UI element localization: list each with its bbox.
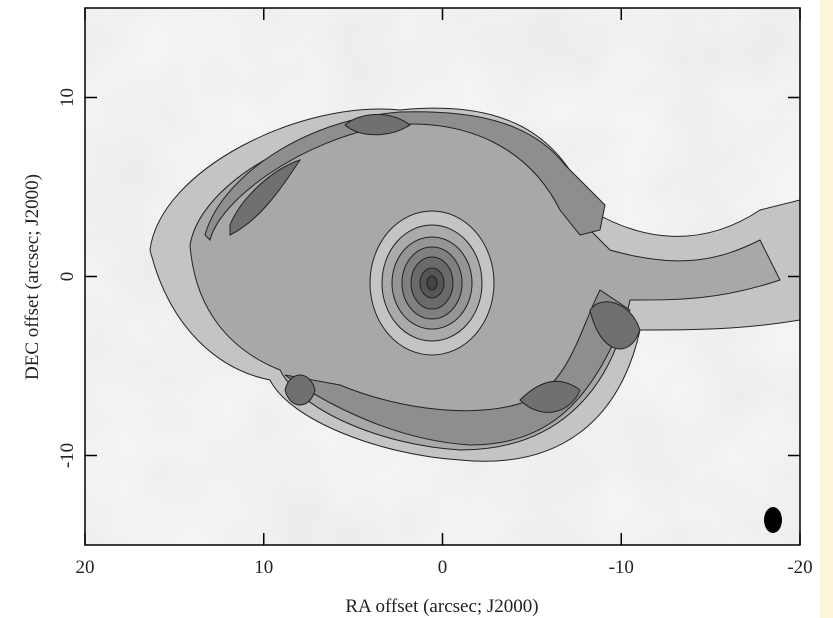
y-tick-label: 10 xyxy=(57,88,78,107)
beam xyxy=(764,507,782,533)
map-image xyxy=(85,8,800,545)
y-axis-label: DEC offset (arcsec; J2000) xyxy=(22,174,43,380)
x-tick-label: -10 xyxy=(609,557,634,578)
y-tick-label: -10 xyxy=(57,443,78,468)
x-axis-label: RA offset (arcsec; J2000) xyxy=(345,596,538,617)
x-tick-label: 10 xyxy=(254,557,273,578)
side-strip xyxy=(820,0,833,618)
x-tick-label: 0 xyxy=(438,557,448,578)
x-tick-label: -20 xyxy=(787,557,812,578)
y-tick-label: 0 xyxy=(57,272,78,282)
x-tick-label: 20 xyxy=(76,557,95,578)
